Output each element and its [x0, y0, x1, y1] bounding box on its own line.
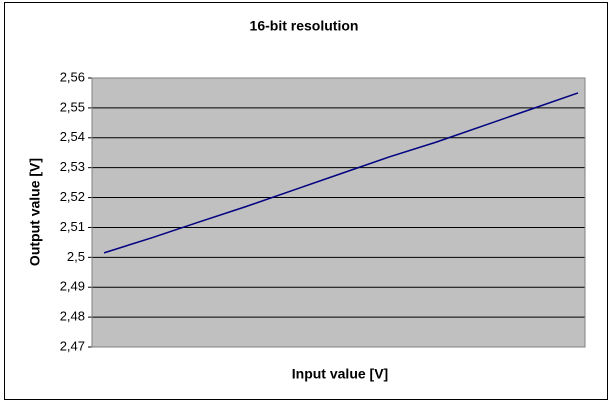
y-tick-label: 2,5 [67, 249, 85, 264]
y-tick-label: 2,52 [60, 189, 85, 204]
x-axis-label: Input value [V] [292, 366, 388, 382]
y-tick-label: 2,48 [60, 309, 85, 324]
plot-area [92, 78, 585, 347]
y-tick-label: 2,53 [60, 159, 85, 174]
data-line [103, 92, 579, 254]
y-tick-label: 2,55 [60, 99, 85, 114]
y-axis-label: Output value [V] [27, 158, 43, 266]
y-tick-label: 2,51 [60, 219, 85, 234]
y-tick-label: 2,56 [60, 69, 85, 84]
plot-border [91, 77, 586, 348]
y-tick-label: 2,54 [60, 129, 85, 144]
y-tick-label: 2,49 [60, 279, 85, 294]
y-tick-label: 2,47 [60, 338, 85, 353]
chart-title: 16-bit resolution [250, 18, 359, 34]
